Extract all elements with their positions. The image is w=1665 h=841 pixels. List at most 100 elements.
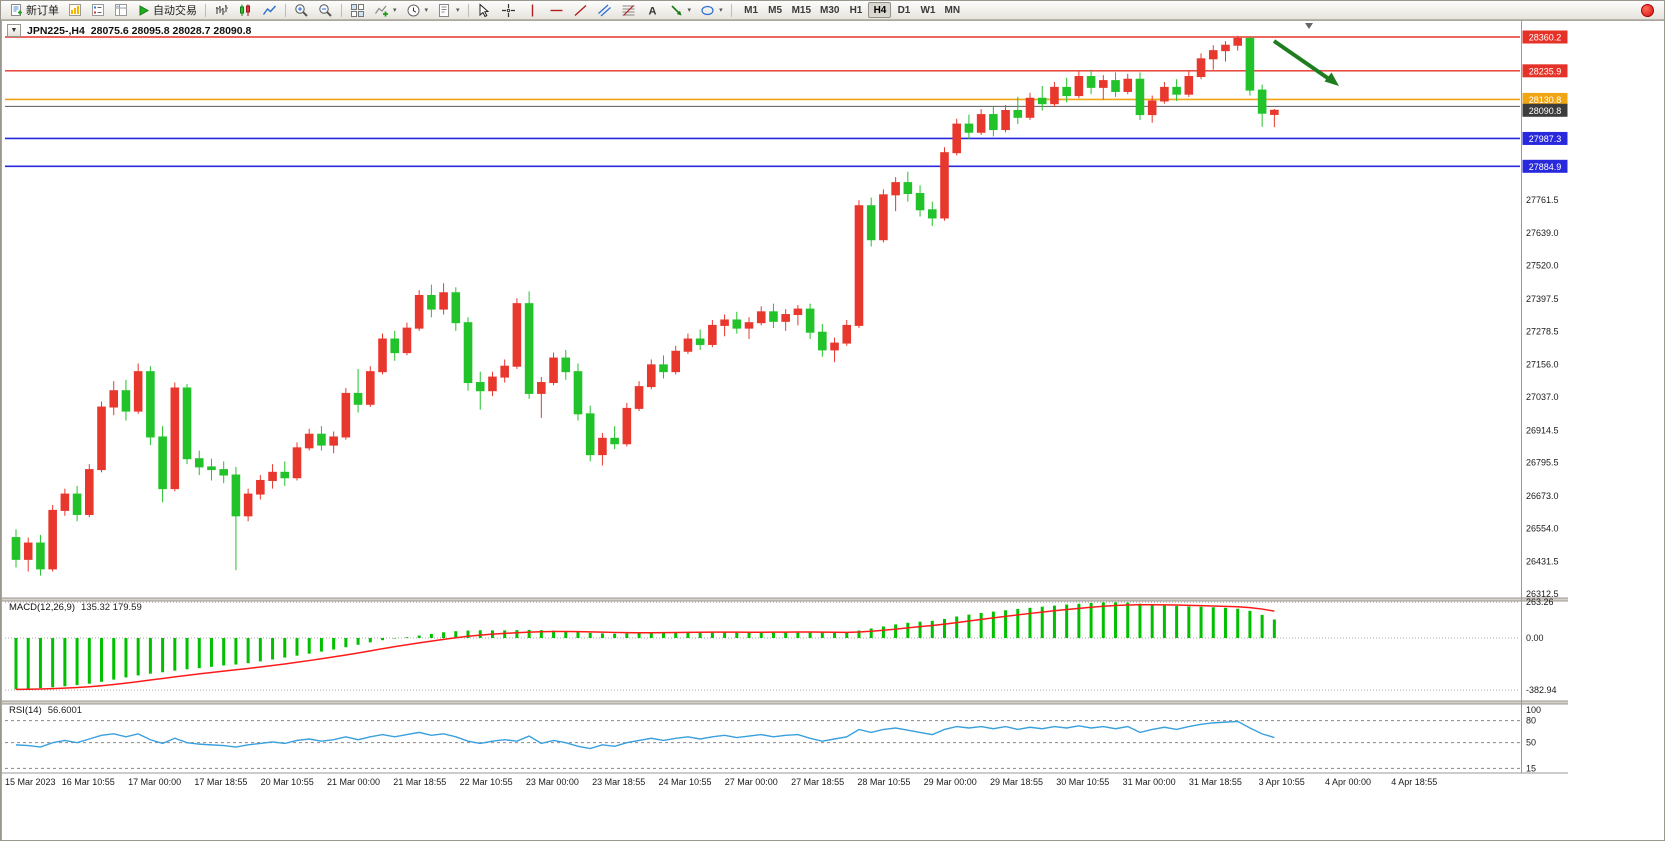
line-chart-type-button[interactable] [258,2,281,19]
crosshair-tool-button[interactable] [497,2,520,19]
candle-body [268,471,277,481]
price-line-label: 28360.2 [1529,33,1562,43]
candle-body [451,292,461,324]
autotrading-button[interactable]: 自动交易 [133,2,201,19]
indicators-button[interactable]: ▾ [370,2,401,19]
price-line-label-box [1522,159,1568,173]
candle-body [818,331,827,351]
candle-body [280,471,290,479]
timeframe-button-w1[interactable]: W1 [920,4,936,16]
fibonacci-tool-button[interactable] [617,2,640,19]
annotation-arrow-head[interactable] [1324,72,1340,87]
periods-button[interactable]: ▾ [402,2,433,19]
candle-body [561,357,571,373]
price-axis-label: 27037.0 [1526,392,1559,402]
candle-body [1208,50,1218,60]
price-line-label-box [1522,64,1568,78]
candle-body [1184,75,1194,95]
new-order-button[interactable]: 新订单 [5,2,63,19]
candle-body [952,123,962,154]
zoom-out-button[interactable] [314,2,337,19]
arrows-tool-button[interactable]: ▾ [665,2,696,19]
annotation-arrow[interactable] [1272,39,1331,81]
candle-body [781,314,790,322]
vertical-line-icon [531,4,533,16]
macd-axis-label: -382.94 [1526,685,1557,695]
candle-body [11,537,21,560]
horizontal-line-icon [550,9,563,11]
shapes-tool-button[interactable]: ▾ [696,2,727,19]
candle-body [170,387,180,490]
candle-body [842,324,852,344]
timeframe-button-m1[interactable]: M1 [744,4,759,16]
data-window-button[interactable] [110,2,132,19]
price-line-label: 27987.3 [1529,134,1562,144]
timeframe-button-mn[interactable]: MN [944,4,961,16]
candle-body [317,433,326,446]
candle-body [732,319,742,329]
candlestick-chart-type-button[interactable] [234,2,257,19]
trendline-tool-button[interactable] [569,2,592,19]
candle-body [1062,86,1071,97]
candle-body [85,469,94,515]
candle-body [23,542,33,560]
candle-body [756,311,766,324]
candle-body [182,387,192,460]
price-axis-label: 27761.5 [1526,195,1559,205]
candle-body [537,382,546,394]
zoom-in-button[interactable] [290,2,313,19]
candle-body [976,114,986,133]
toolbar-separator [205,3,206,17]
templates-button[interactable]: ▾ [433,2,464,19]
time-axis-label: 21 Mar 18:55 [393,777,446,787]
candle-body [427,294,436,310]
candle-body [292,447,302,479]
price-axis-label: 27520.0 [1526,261,1559,271]
bars-chart-type-button[interactable] [210,2,233,19]
trendline-icon [574,4,587,16]
candle-body [194,458,204,468]
price-axis-label: 27156.0 [1526,360,1559,370]
one-click-trading-toggle[interactable]: ▼ [7,24,21,37]
price-line-label-box [1522,92,1568,106]
candle-body [854,205,864,326]
panel-splitter-rsi[interactable] [2,701,1568,704]
vertical-line-tool-button[interactable] [521,2,544,19]
time-axis-label: 21 Mar 00:00 [327,777,380,787]
candle-body [659,364,668,373]
candle-body [1013,110,1023,118]
timeframe-button-h4[interactable]: H4 [868,2,892,18]
text-icon: A [648,5,656,17]
data-window-icon [115,4,127,16]
time-axis-label: 3 Apr 10:55 [1259,777,1305,787]
panel-splitter-macd[interactable] [2,598,1568,601]
timeframe-button-m30[interactable]: M30 [820,4,840,16]
time-axis-label: 27 Mar 18:55 [791,777,844,787]
macd-indicator-label: MACD(12,26,9) [9,602,75,613]
tile-windows-button[interactable] [346,2,369,19]
price-axis-label: 27397.5 [1526,294,1559,304]
rsi-line [15,720,1275,750]
price-line-label: 28235.9 [1529,66,1562,76]
timeframe-button-h1[interactable]: H1 [849,4,863,16]
candle-body [646,364,656,388]
candle-body [304,433,314,449]
time-axis-label: 4 Apr 00:00 [1325,777,1371,787]
alert-badge-icon[interactable] [1641,3,1654,17]
candle-body [989,114,998,131]
chart-window-button[interactable] [64,2,86,19]
timeframe-button-m15[interactable]: M15 [791,4,812,16]
cursor-tool-button[interactable] [473,2,496,19]
chart-shift-marker-icon[interactable] [1305,23,1313,29]
channel-tool-button[interactable] [593,2,616,19]
autotrading-label: 自动交易 [153,5,197,17]
market-watch-button[interactable] [87,2,109,19]
time-axis-label: 29 Mar 00:00 [924,777,977,787]
timeframe-button-d1[interactable]: D1 [897,4,911,16]
horizontal-line-tool-button[interactable] [545,2,568,19]
timeframe-button-m5[interactable]: M5 [768,4,783,16]
text-label-tool-button[interactable]: A [641,2,664,19]
candle-body [915,192,925,211]
chart-canvas[interactable]: 27761.5 27639.0 27520.0 27397.5 27278.5 27156… [2,20,1568,792]
candle-body [585,413,595,456]
